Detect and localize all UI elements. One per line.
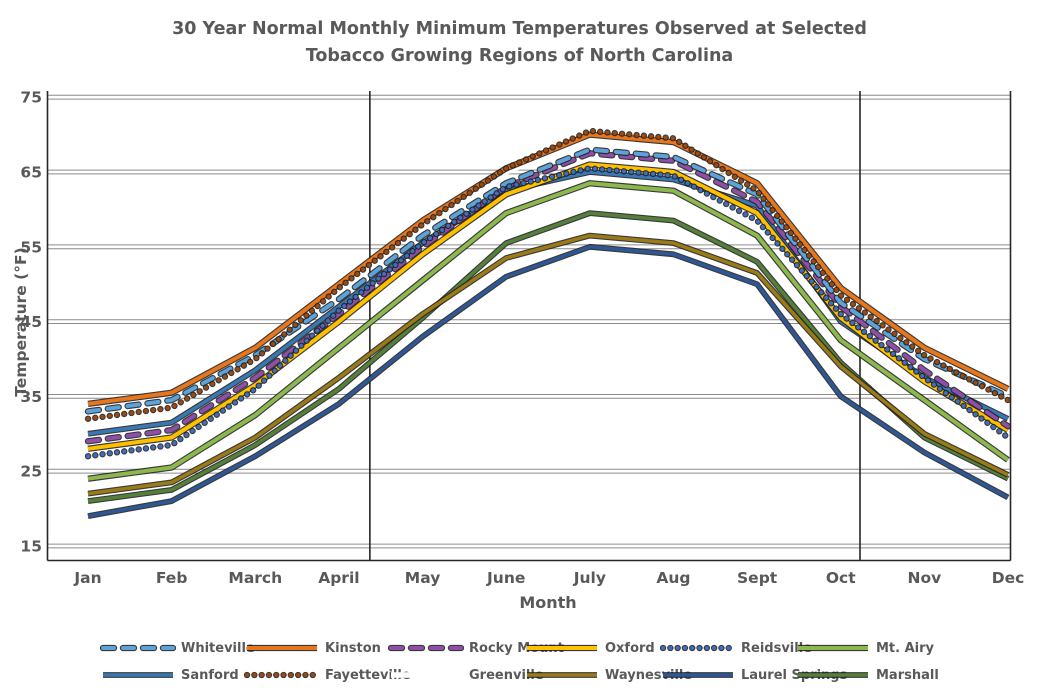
legend-swatch-oxford — [527, 644, 597, 652]
series-whiteville — [84, 146, 1012, 415]
y-tick-label: 75 — [20, 89, 42, 107]
legend-item-greenville: Greenville — [388, 665, 544, 685]
axes — [46, 91, 1012, 562]
legend-item-mt-airy: Mt. Airy — [795, 638, 934, 658]
y-tick-label: 25 — [20, 463, 42, 481]
legend-swatch-laurel-springs — [663, 672, 733, 678]
legend-item-laurel-springs: Laurel Springs — [660, 665, 847, 685]
legend-label: Reidsville — [741, 640, 812, 656]
y-axis-title: Temperature (°F) — [12, 247, 30, 396]
legend-swatch-kinston — [247, 644, 317, 652]
legend-label: Rocky Mount — [469, 640, 564, 656]
x-tick-label: Nov — [908, 569, 942, 587]
y-tick-label: 15 — [20, 538, 42, 556]
series-rocky-mount — [84, 150, 1012, 445]
legend-item-waynesville: Waynesville — [524, 665, 692, 685]
x-tick-label: Feb — [156, 569, 188, 587]
series-oxford — [87, 161, 1010, 452]
axis-tick-labels: 15 25 35 45 55 65 75 Jan Feb March April May June Jul… — [20, 89, 1024, 587]
legend-swatch-marshall — [798, 672, 868, 678]
y-tick-label: 45 — [20, 313, 42, 331]
legend-swatch-rocky-mount — [388, 644, 464, 652]
series-laurel-springs — [87, 243, 1010, 519]
legend-item-sanford: Sanford — [100, 665, 239, 685]
legend-item-rocky-mount: Rocky Mount — [388, 638, 564, 658]
x-tick-label: July — [573, 569, 606, 587]
legend-label: Laurel Springs — [741, 667, 848, 683]
legend-label: Waynesville — [605, 667, 693, 683]
legend-item-reidsville: Reidsville — [660, 638, 812, 658]
legend-label: Marshall — [876, 667, 939, 683]
series-fayetteville — [84, 127, 1012, 422]
temperature-line-chart: 15 25 35 45 55 65 75 Jan Feb March April May June Jul… — [12, 89, 1024, 612]
x-tick-label: Dec — [992, 569, 1025, 587]
x-axis-title: Month — [519, 593, 576, 612]
legend-swatch-fayetteville — [244, 671, 320, 679]
x-tick-label: Aug — [656, 569, 690, 587]
legend-label: Fayetteville — [325, 667, 411, 683]
y-tick-label: 65 — [20, 164, 42, 182]
legend-label: Oxford — [605, 640, 655, 656]
x-tick-label: Jan — [73, 569, 101, 587]
legend-item-kinston: Kinston — [244, 638, 381, 658]
legend-item-whiteville: Whiteville — [100, 638, 255, 658]
series-reidsville — [84, 165, 1012, 460]
x-tick-label: Sept — [737, 569, 778, 587]
legend-label: Greenville — [469, 667, 544, 683]
series-waynesville — [87, 232, 1010, 497]
x-tick-label: Oct — [826, 569, 856, 587]
legend-swatch-whiteville — [100, 644, 176, 652]
legend-item-fayetteville: Fayetteville — [244, 665, 411, 685]
legend-label: Mt. Airy — [876, 640, 935, 656]
y-tick-label: 35 — [20, 388, 42, 406]
x-tick-label: May — [405, 569, 441, 587]
legend-item-oxford: Oxford — [524, 638, 655, 658]
legend-swatch-mt-airy — [798, 644, 868, 652]
legend-swatch-sanford — [103, 672, 173, 678]
legend-label: Whiteville — [181, 640, 255, 656]
series-lines — [84, 127, 1012, 519]
x-tick-label: June — [486, 569, 525, 587]
legend-item-marshall: Marshall — [795, 665, 939, 685]
legend-swatch-greenville — [391, 672, 461, 678]
chart-legend: Whiteville Kinston Rocky Mount Oxford Reidsv… — [0, 632, 1039, 696]
x-tick-label: April — [318, 569, 359, 587]
y-tick-label: 55 — [20, 238, 42, 256]
legend-swatch-waynesville — [527, 672, 597, 678]
legend-label: Kinston — [325, 640, 381, 656]
x-tick-label: March — [228, 569, 282, 587]
series-marshall — [87, 210, 1010, 504]
legend-swatch-reidsville — [660, 644, 736, 652]
chart-title: 30 Year Normal Monthly Minimum Temperatu… — [172, 19, 867, 67]
legend-label: Sanford — [181, 667, 239, 683]
series-mt-airy — [87, 180, 1010, 482]
